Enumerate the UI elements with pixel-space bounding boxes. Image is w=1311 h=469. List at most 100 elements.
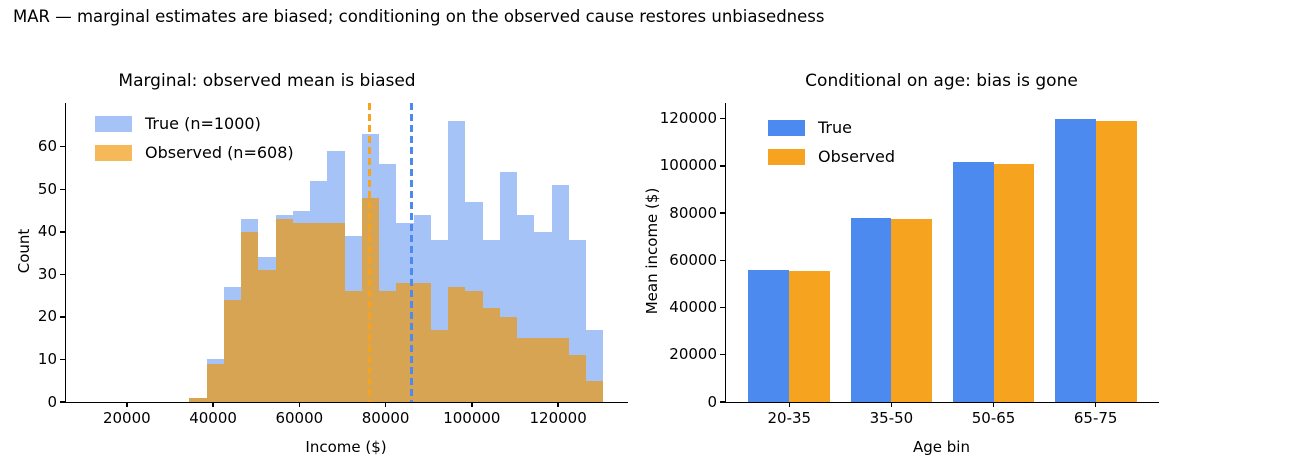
right-plot-title: Conditional on age: bias is gone <box>805 71 1078 91</box>
x-tick-mark <box>298 402 301 407</box>
bar-true <box>850 217 892 402</box>
x-tick-mark <box>890 402 893 407</box>
x-tick-mark <box>471 402 473 407</box>
y-tick-label: 30 <box>37 264 57 283</box>
left-plot-area: 20000 40000 60000 80000 100000 120000 0 10 20 30 4… <box>38 103 628 427</box>
right-y-axis-label: Mean income ($) <box>643 187 661 315</box>
hist-bar-overlap <box>292 223 311 402</box>
legend-row-observed: Observed <box>768 147 895 166</box>
x-tick-mark <box>788 402 790 407</box>
y-tick-mark <box>720 165 725 167</box>
y-tick-mark <box>720 259 725 261</box>
y-tick-mark <box>720 354 725 356</box>
legend-label-true: True (n=1000) <box>145 114 261 133</box>
y-tick-label: 0 <box>707 392 717 411</box>
left-plot-title: Marginal: observed mean is biased <box>118 71 416 91</box>
hist-bar-overlap <box>551 338 569 402</box>
hist-bar-overlap <box>327 223 345 402</box>
hist-bar-overlap <box>413 282 431 402</box>
y-tick-label: 60000 <box>669 250 717 269</box>
bar-true <box>748 269 790 402</box>
hist-bar-overlap <box>482 308 500 402</box>
y-tick-label: 0 <box>47 392 57 411</box>
y-tick-mark <box>720 401 725 403</box>
x-tick-label: 120000 <box>529 409 587 427</box>
y-tick-label: 10 <box>37 349 57 368</box>
y-tick-label: 60 <box>37 137 57 156</box>
y-tick-mark <box>60 146 65 148</box>
x-tick-label: 65-75 <box>1073 409 1118 427</box>
hist-bar-overlap <box>189 397 207 402</box>
y-tick-mark <box>720 212 725 214</box>
x-tick-label: 20-35 <box>767 409 812 427</box>
true-mean-line <box>410 103 413 402</box>
hist-bar-overlap <box>379 291 397 402</box>
bar-observed <box>993 164 1035 402</box>
x-tick-label: 80000 <box>361 409 410 427</box>
y-tick-mark <box>720 306 725 309</box>
x-tick-label: 60000 <box>275 409 324 427</box>
y-tick-label: 80000 <box>669 203 717 222</box>
hist-bar-overlap <box>275 219 293 402</box>
x-tick-label: 50-65 <box>971 409 1016 427</box>
x-tick-label: 35-50 <box>869 409 914 427</box>
x-tick-label: 40000 <box>189 409 237 427</box>
y-tick-mark <box>60 273 65 276</box>
left-legend: True (n=1000) Observed (n=608) <box>95 114 294 172</box>
x-tick-label: 20000 <box>102 409 151 427</box>
hist-bar-overlap <box>517 338 535 402</box>
bar-observed <box>891 219 933 402</box>
true-series-swatch <box>768 119 805 136</box>
right-legend: True Observed <box>768 118 895 176</box>
hist-bar-overlap <box>310 223 328 402</box>
hist-bar-overlap <box>241 231 259 402</box>
left-y-axis-label: Count <box>15 228 33 274</box>
x-tick-mark <box>384 402 387 407</box>
y-tick-mark <box>60 401 65 403</box>
legend-label-observed: Observed <box>818 147 895 166</box>
observed-series-swatch <box>768 148 805 165</box>
y-tick-mark <box>60 188 65 191</box>
legend-row-true: True <box>768 118 895 137</box>
observed-series-swatch <box>95 144 132 161</box>
legend-row-observed: Observed (n=608) <box>95 143 294 162</box>
y-tick-label: 20000 <box>669 345 717 364</box>
hist-bar-overlap <box>586 380 604 402</box>
bar-observed <box>1095 121 1137 402</box>
right-x-axis-label: Age bin <box>913 438 970 456</box>
true-series-swatch <box>95 115 132 132</box>
hist-bar-overlap <box>344 291 362 402</box>
x-tick-label: 100000 <box>443 409 501 427</box>
y-tick-label: 20 <box>37 307 57 326</box>
legend-row-true: True (n=1000) <box>95 114 294 133</box>
hist-bar-overlap <box>206 363 224 402</box>
figure-suptitle: MAR — marginal estimates are biased; con… <box>13 7 825 26</box>
hist-bar-overlap <box>448 287 466 402</box>
hist-bar-overlap <box>534 338 552 402</box>
x-tick-mark <box>557 402 559 407</box>
y-tick-label: 100000 <box>659 156 717 175</box>
x-tick-mark <box>1094 402 1097 407</box>
hist-bar-overlap <box>465 291 483 402</box>
y-tick-label: 40000 <box>669 298 717 317</box>
observed-mean-line <box>368 103 371 402</box>
left-x-axis-label: Income ($) <box>305 438 387 456</box>
hist-bar-overlap <box>499 316 518 402</box>
hist-bar-overlap <box>223 299 242 402</box>
hist-bar-overlap <box>396 282 414 402</box>
bar-observed <box>789 270 831 402</box>
x-tick-mark <box>212 402 214 407</box>
x-tick-mark <box>992 402 995 407</box>
y-tick-label: 50 <box>37 179 57 198</box>
hist-bar-overlap <box>430 329 449 402</box>
right-plot-area: 20-35 35-50 50-65 65-75 0 20000 40000 60000 8000… <box>660 103 1159 427</box>
y-tick-mark <box>60 358 65 361</box>
x-tick-mark <box>126 402 128 407</box>
hist-bar-overlap <box>258 270 276 402</box>
hist-bar-overlap <box>568 355 587 402</box>
y-tick-mark <box>720 117 725 120</box>
y-tick-label: 120000 <box>659 109 717 128</box>
y-tick-mark <box>60 316 65 318</box>
legend-label-true: True <box>818 118 852 137</box>
